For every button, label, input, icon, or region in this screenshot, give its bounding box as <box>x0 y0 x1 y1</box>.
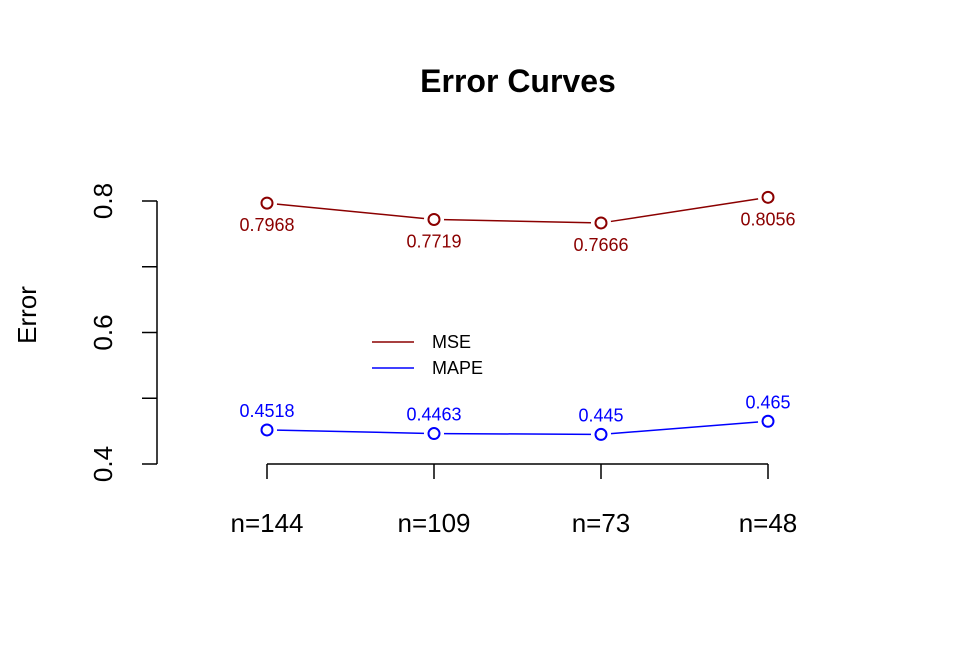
data-point <box>427 212 441 226</box>
x-tick-label: n=144 <box>230 508 303 538</box>
data-label: 0.465 <box>745 392 790 412</box>
data-point <box>427 427 441 441</box>
series-line-segment <box>276 429 425 435</box>
series-layer: 0.7968 0.7719 0.7666 0.8056 0.4518 0.4463 0.44… <box>239 190 796 441</box>
data-label: 0.4463 <box>406 405 461 425</box>
x-tick-label: n=48 <box>739 508 798 538</box>
data-label: 0.7719 <box>406 231 461 251</box>
legend: MSE MAPE <box>372 332 483 378</box>
series-line-segment <box>610 421 759 435</box>
data-label: 0.4518 <box>239 401 294 421</box>
series-line-segment <box>610 198 759 223</box>
x-tick-label: n=73 <box>572 508 631 538</box>
x-tick-label: n=109 <box>397 508 470 538</box>
series-mape: 0.4518 0.4463 0.445 0.465 <box>239 392 791 441</box>
series-mse: 0.7968 0.7719 0.7666 0.8056 <box>239 190 796 255</box>
y-axis-label: Error <box>12 286 42 344</box>
data-point <box>260 423 274 437</box>
y-tick-label: 0.4 <box>88 446 118 482</box>
chart-title: Error Curves <box>420 63 616 99</box>
axes: 0.4 0.6 0.8 n=144 n=109 n=73 n=48 <box>88 183 797 538</box>
series-line-segment <box>276 203 425 220</box>
series-line-segment <box>443 432 592 436</box>
y-tick-label: 0.8 <box>88 183 118 219</box>
data-label: 0.7968 <box>239 215 294 235</box>
data-point <box>594 427 608 441</box>
data-point <box>594 216 608 230</box>
data-point <box>260 196 274 210</box>
legend-label-mse: MSE <box>432 332 471 352</box>
data-label: 0.7666 <box>573 235 628 255</box>
data-label: 0.8056 <box>740 209 795 229</box>
data-point <box>761 190 775 204</box>
data-point <box>761 414 775 428</box>
series-line-segment <box>443 218 592 224</box>
legend-label-mape: MAPE <box>432 358 483 378</box>
y-tick-label: 0.6 <box>88 314 118 350</box>
data-label: 0.445 <box>578 405 623 425</box>
